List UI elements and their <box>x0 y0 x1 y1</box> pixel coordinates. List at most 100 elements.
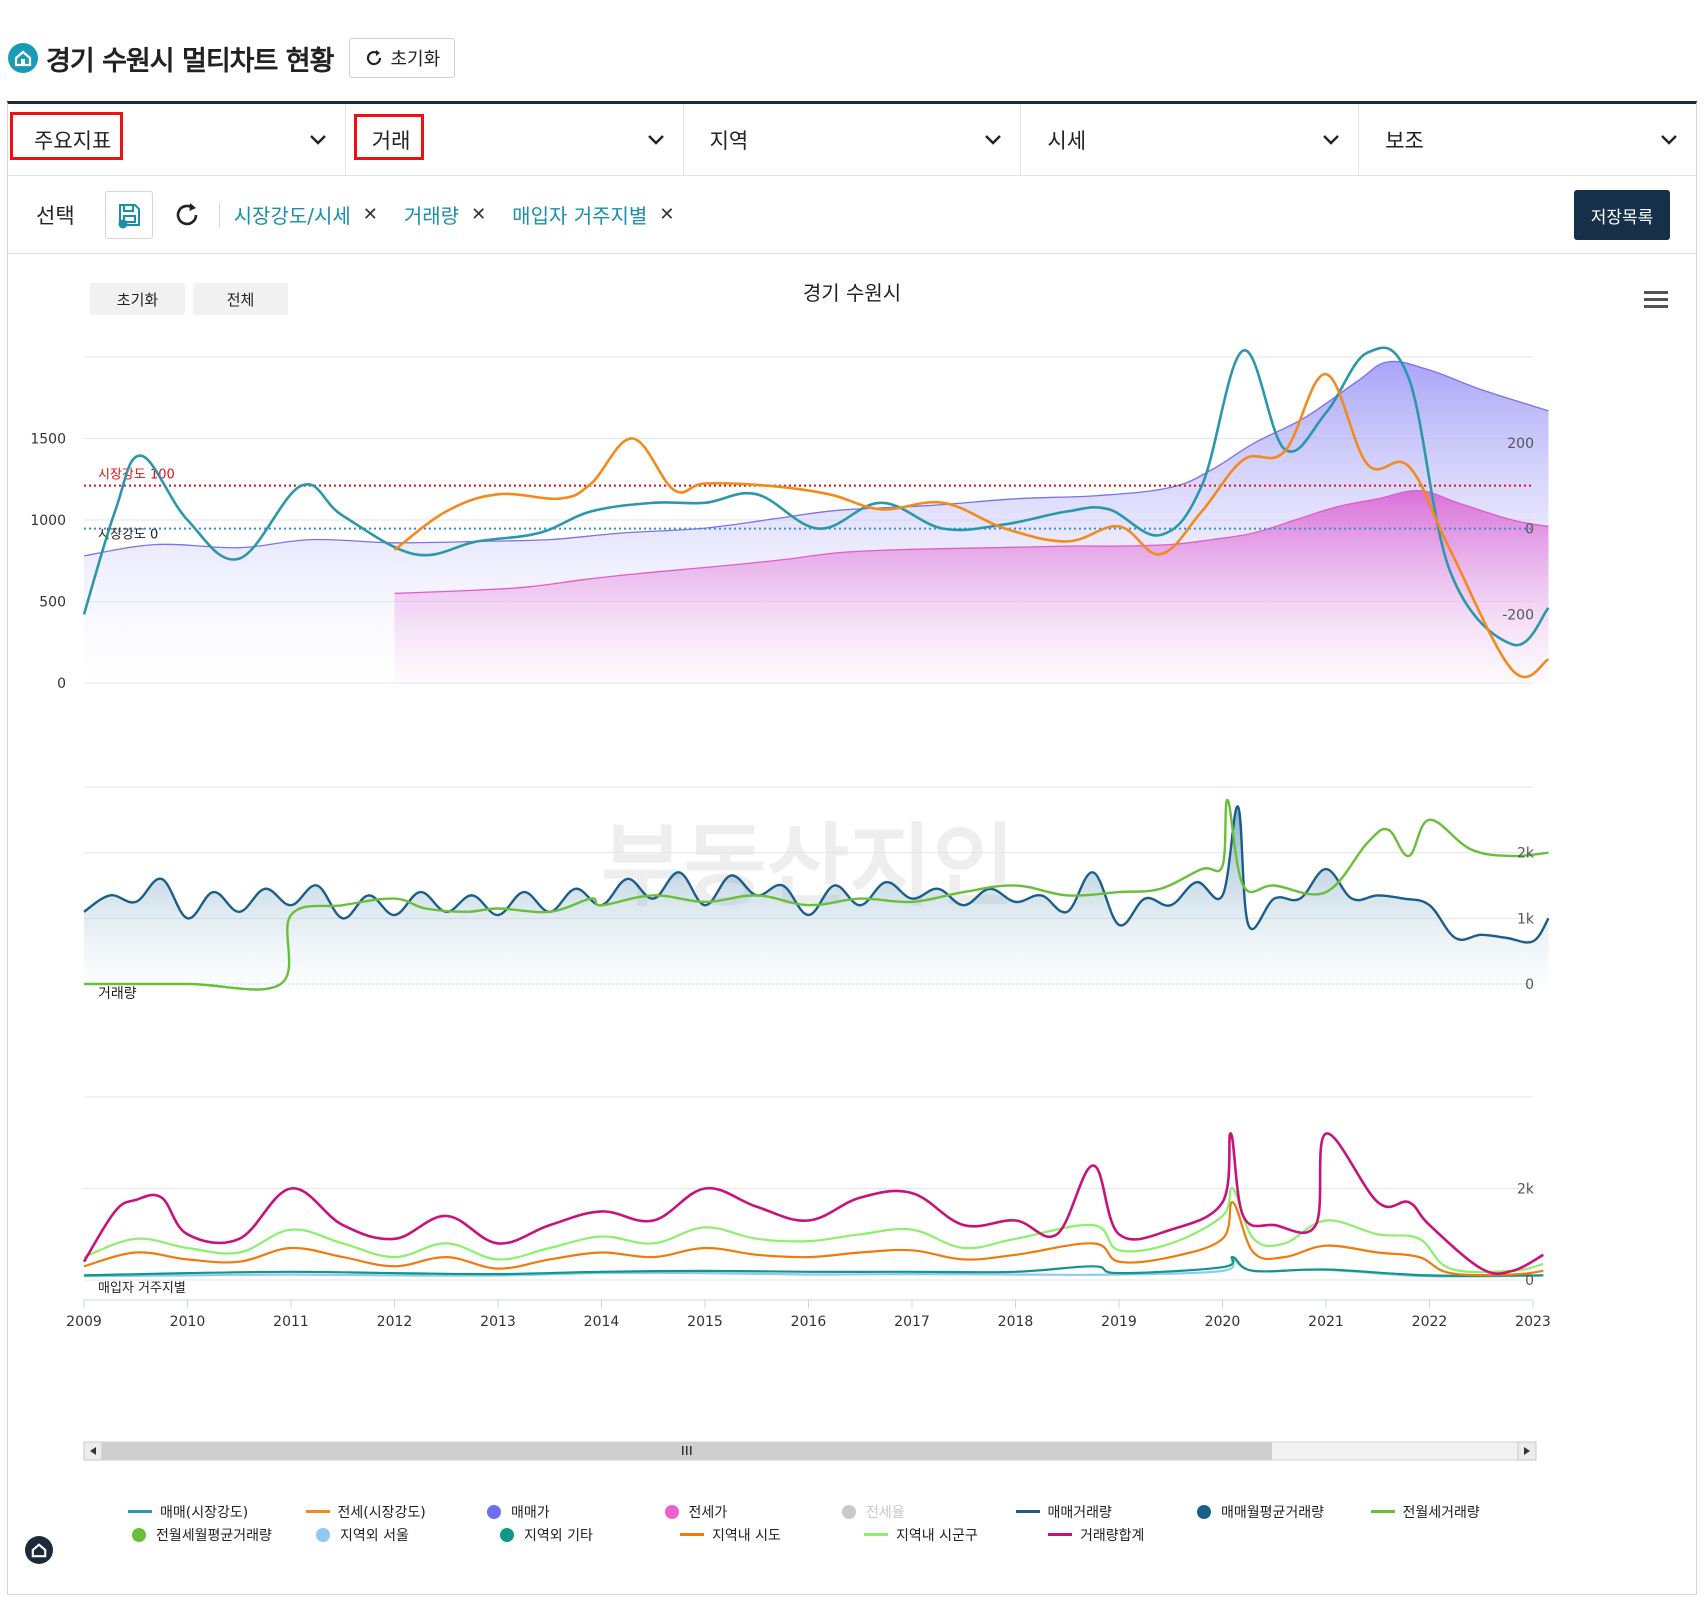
selection-label: 선택 <box>36 203 75 228</box>
y-tick-label: 1000 <box>30 513 66 529</box>
legend-item[interactable]: 매매(시장강도) <box>128 1500 306 1523</box>
series-line <box>82 1132 1544 1276</box>
x-tick-label: 2023 <box>1515 1314 1551 1330</box>
selection-chip[interactable]: 매입자 거주지별 ✕ <box>512 200 674 229</box>
filter-label: 거래 <box>371 128 411 153</box>
chart-area: 초기화 전체 경기 수원시 <box>8 257 1696 1593</box>
y-right-tick-label: 200 <box>1507 436 1534 452</box>
legend-line-marker-icon <box>128 1510 152 1513</box>
series-line-rent-volume <box>83 798 1549 991</box>
refresh-icon <box>176 202 197 225</box>
filter-price[interactable]: 시세 <box>1021 104 1360 175</box>
series-line <box>83 1201 1544 1277</box>
page-title: 경기 수원시 멀티차트 현황 <box>46 45 334 77</box>
x-tick-label: 2019 <box>1101 1314 1137 1330</box>
series-line <box>83 1258 1544 1278</box>
legend-item[interactable]: 전세(시장강도) <box>305 1500 484 1523</box>
legend-item[interactable]: 전월세월평균거래량 <box>128 1523 312 1546</box>
x-tick-label: 2016 <box>791 1314 827 1330</box>
legend-item[interactable]: 전세가 <box>661 1500 839 1523</box>
y-right-tick-label: 0 <box>1525 522 1534 538</box>
area-jeonse-price <box>394 490 1549 683</box>
chevron-down-icon <box>647 134 664 145</box>
filter-label: 지역 <box>709 128 749 153</box>
chart-all-button[interactable]: 전체 <box>193 283 288 315</box>
chevron-down-icon <box>309 134 326 145</box>
series-line <box>83 1256 1544 1277</box>
x-tick-label: 2011 <box>273 1314 309 1330</box>
brand-logo-icon[interactable] <box>25 1536 53 1564</box>
legend-dot-marker-icon <box>1197 1504 1211 1519</box>
x-tick-label: 2012 <box>377 1314 413 1330</box>
y-right-tick-label: 0 <box>1525 977 1534 993</box>
legend-dot-marker-icon <box>500 1527 514 1542</box>
legend-item[interactable]: 지역외 서울 <box>312 1523 496 1546</box>
filter-region[interactable]: 지역 <box>684 104 1022 175</box>
x-tick-label: 2009 <box>66 1314 102 1330</box>
x-tick-label: 2022 <box>1412 1314 1448 1330</box>
legend-label: 지역외 기타 <box>524 1527 593 1544</box>
filter-main-indicator[interactable]: 주요지표 <box>8 104 346 175</box>
close-icon[interactable]: ✕ <box>471 204 487 225</box>
chip-label: 매입자 거주지별 <box>512 204 648 228</box>
refresh-icon <box>367 50 382 66</box>
chip-label: 거래량 <box>403 204 460 228</box>
selection-chip[interactable]: 거래량 ✕ <box>404 200 486 229</box>
selection-chip[interactable]: 시장강도/시세 ✕ <box>234 200 378 229</box>
filter-label: 시세 <box>1047 128 1087 153</box>
legend-item[interactable]: 매매가 <box>483 1500 661 1523</box>
legend-dot-marker-icon <box>487 1504 501 1519</box>
clear-selection-button[interactable] <box>173 201 201 229</box>
filter-transaction[interactable]: 거래 <box>346 104 684 175</box>
filter-label: 보조 <box>1385 128 1424 153</box>
filter-auxiliary[interactable]: 보조 <box>1359 104 1696 175</box>
legend-dot-marker-icon <box>842 1504 856 1519</box>
x-tick-label: 2013 <box>480 1314 516 1330</box>
highlight-box <box>353 114 424 160</box>
legend-item[interactable]: 매매거래량 <box>1015 1500 1194 1523</box>
save-config-button[interactable] <box>104 190 153 239</box>
reset-button[interactable]: 초기화 <box>349 38 456 78</box>
legend-row: 전월세월평균거래량 지역외 서울 지역외 기타 지역내 시도 지역내 시군구 거래량합계 <box>128 1523 1548 1546</box>
legend-dot-marker-icon <box>664 1504 679 1519</box>
highlight-box <box>10 112 123 160</box>
legend-item[interactable]: 지역내 시도 <box>680 1523 864 1546</box>
scrollbar-grip-icon <box>682 1446 692 1455</box>
legend-line-marker-icon <box>1048 1533 1072 1536</box>
hamburger-menu-icon[interactable] <box>1644 289 1668 313</box>
chart-legend: 매매(시장강도) 전세(시장강도) 매매가 전세가 전세율 매매거래량 매매월평균거래량 전월… <box>128 1500 1548 1546</box>
series-line-jeonse-price <box>394 490 1549 595</box>
legend-item[interactable]: 거래량합계 <box>1048 1523 1232 1546</box>
legend-label: 매매가 <box>511 1504 550 1521</box>
save-list-button[interactable]: 저장목록 <box>1574 190 1670 240</box>
legend-label: 전월세거래량 <box>1402 1504 1480 1521</box>
chart-title: 경기 수원시 <box>802 281 902 305</box>
legend-item[interactable]: 지역외 기타 <box>496 1523 680 1546</box>
y-tick-label: 1500 <box>30 432 66 448</box>
x-tick-label: 2015 <box>687 1314 723 1330</box>
legend-item[interactable]: 지역내 시군구 <box>864 1523 1048 1546</box>
legend-label: 전세(시장강도) <box>337 1504 426 1521</box>
legend-label: 지역내 시도 <box>712 1527 781 1544</box>
x-tick-label: 2020 <box>1205 1314 1241 1330</box>
close-icon[interactable]: ✕ <box>362 204 378 225</box>
legend-item[interactable]: 매매월평균거래량 <box>1193 1500 1371 1523</box>
legend-label: 매매거래량 <box>1047 1504 1112 1521</box>
y-right-tick-label: -200 <box>1502 607 1534 623</box>
divider <box>218 202 220 227</box>
pane-label: 매입자 거주지별 <box>98 1281 186 1296</box>
chart-reset-button[interactable]: 초기화 <box>90 283 185 315</box>
series-line <box>83 1186 1544 1274</box>
legend-label: 전월세월평균거래량 <box>156 1527 272 1544</box>
legend-item[interactable]: 전월세거래량 <box>1370 1500 1549 1523</box>
x-tick-label: 2021 <box>1308 1314 1344 1330</box>
chevron-down-icon <box>985 134 1002 145</box>
pane-label: 거래량 <box>98 986 137 1002</box>
save-disk-icon <box>118 203 140 228</box>
chevron-down-icon <box>1661 134 1677 145</box>
x-tick-label: 2018 <box>998 1314 1034 1330</box>
legend-item[interactable]: 전세율 <box>838 1500 1016 1523</box>
close-icon[interactable]: ✕ <box>659 204 675 225</box>
series-line-sale-strength <box>82 346 1550 647</box>
